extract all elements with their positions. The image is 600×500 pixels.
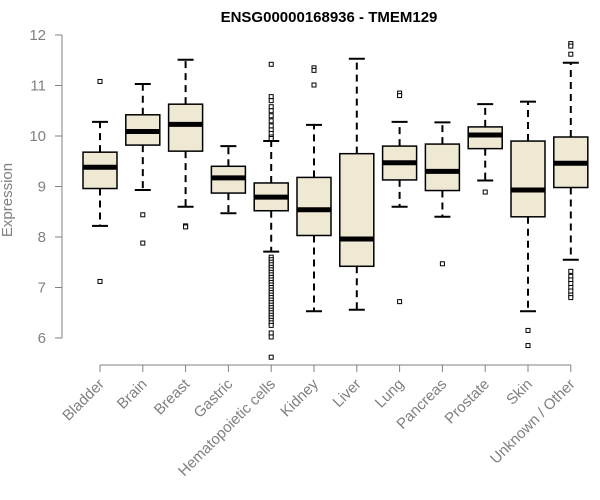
y-tick-label-3: 9 (38, 179, 46, 196)
outlier-4-11 (268, 136, 274, 142)
outlier-5-2 (311, 82, 317, 88)
outlier-7-2 (397, 299, 403, 305)
outlier-4-6 (268, 118, 274, 124)
box-0 (82, 78, 118, 284)
x-tick-label-0: Bladder (59, 376, 108, 425)
box-4 (253, 61, 289, 360)
boxes-group (82, 41, 589, 360)
outlier-4-2 (268, 98, 274, 104)
outlier-4-42 (268, 354, 274, 360)
box-3 (210, 145, 247, 215)
chart-title: ENSG00000168936 - TMEM129 (221, 9, 438, 26)
y-tick-label-1: 7 (38, 280, 46, 297)
outlier-5-1 (311, 67, 317, 73)
outlier-4-5 (268, 113, 274, 119)
box-rect-6 (339, 152, 375, 268)
y-tick-label-4: 10 (29, 128, 46, 145)
outlier-11-1 (568, 43, 574, 49)
x-tick-label-9: Prostate (441, 376, 493, 428)
box-rect-0 (82, 151, 118, 190)
box-11 (553, 41, 589, 301)
outlier-10-0 (525, 327, 531, 333)
x-tick-label-1: Brain (114, 376, 151, 413)
outlier-4-41 (268, 334, 274, 340)
box-8 (424, 121, 461, 267)
y-tick-label-0: 6 (38, 330, 46, 347)
outlier-0-1 (97, 278, 103, 284)
outlier-0-0 (97, 78, 103, 84)
outlier-11-3 (568, 268, 574, 274)
y-axis: 6 7 8 9 10 11 12 (29, 27, 63, 347)
x-tick-label-7: Lung (372, 376, 408, 412)
outlier-2-1 (183, 224, 189, 230)
x-tick-label-5: Kidney (277, 375, 322, 420)
box-rect-10 (510, 140, 546, 218)
y-tick-label-2: 8 (38, 229, 46, 246)
y-tick-label-5: 11 (30, 78, 46, 95)
outlier-10-1 (525, 343, 531, 349)
outlier-4-40 (268, 330, 274, 336)
outlier-11-6 (568, 280, 574, 286)
box-rect-2 (167, 103, 204, 152)
outlier-4-0 (268, 61, 274, 67)
y-tick-label-6: 12 (29, 27, 46, 44)
outlier-11-8 (568, 288, 574, 294)
x-tick-label-10: Skin (503, 376, 536, 409)
box-9 (467, 103, 503, 195)
y-axis-label: Expression (0, 163, 16, 237)
box-1 (125, 82, 161, 246)
box-5 (296, 65, 332, 313)
box-6 (339, 57, 375, 311)
x-tick-label-2: Breast (151, 375, 194, 418)
box-7 (381, 90, 418, 305)
outlier-4-7 (268, 123, 274, 129)
box-rect-5 (296, 176, 332, 237)
outlier-8-0 (439, 261, 445, 267)
box-rect-9 (467, 126, 503, 150)
outlier-1-1 (140, 240, 146, 246)
box-2 (167, 58, 204, 230)
outlier-1-0 (140, 212, 146, 218)
outlier-7-1 (397, 93, 403, 99)
x-tick-label-6: Liver (330, 376, 365, 411)
box-10 (510, 100, 546, 349)
outlier-4-3 (268, 104, 274, 110)
outlier-4-39 (268, 322, 274, 328)
outlier-4-4 (268, 108, 274, 114)
outlier-9-0 (482, 189, 488, 195)
outlier-11-2 (568, 51, 574, 57)
outlier-4-1 (268, 94, 274, 100)
box-rect-8 (424, 143, 461, 192)
outlier-11-10 (568, 295, 574, 301)
